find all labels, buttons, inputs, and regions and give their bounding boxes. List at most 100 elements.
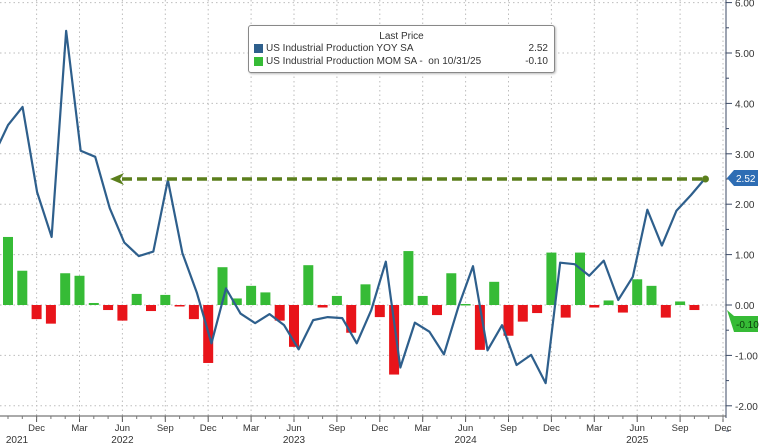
x-tick-label: Mar	[586, 423, 602, 434]
mom-bar	[3, 236, 13, 305]
y-tick-label: 5.00	[735, 49, 755, 60]
mom-bar	[303, 265, 314, 305]
arrow-end-dot	[701, 175, 709, 183]
mom-bar	[117, 305, 128, 321]
mom-bar	[246, 285, 257, 305]
y-axis: 6.00 5.00 4.00 3.00 2.00 1.00 0.00 -1.00 -2.00	[725, 0, 758, 432]
last-value-badges: 2.52 -0.10	[727, 169, 759, 333]
x-tick-label: Jun	[630, 423, 645, 434]
x-tick-label: Dec	[371, 423, 388, 434]
x-tick-label: Mar	[415, 423, 431, 434]
y-tick-label: 1.00	[735, 251, 755, 262]
legend-value: 2.52	[528, 43, 548, 54]
legend-entry-yoy: US Industrial Production YOY SA 2.52	[254, 42, 554, 55]
mom-bar	[617, 305, 628, 313]
mom-bar	[74, 275, 85, 305]
mom-bar	[289, 305, 299, 347]
x-year-label: 2023	[283, 435, 306, 445]
mom-bar	[575, 252, 585, 305]
mom-bar	[489, 281, 500, 305]
mom-bars	[3, 236, 700, 375]
x-tick-label: Jun	[458, 423, 473, 434]
mom-bar	[603, 300, 614, 305]
mom-bar	[503, 305, 514, 336]
mom-bar	[217, 267, 228, 305]
mom-bar	[174, 305, 185, 307]
x-year-label: 2024	[454, 435, 477, 445]
mom-bar	[589, 305, 600, 308]
legend: Last Price US Industrial Production YOY …	[248, 25, 555, 73]
y-tick-label: -2.00	[735, 402, 758, 413]
x-tick-label: Mar	[243, 423, 259, 434]
mom-bar	[346, 305, 357, 333]
x-year-label: 2022	[111, 435, 134, 445]
mom-bar	[60, 273, 71, 305]
y-tick-label: 3.00	[735, 150, 755, 161]
mom-bar	[188, 305, 199, 320]
mom-bar	[660, 305, 671, 318]
last-value-badge	[727, 169, 758, 186]
mom-bar	[632, 279, 643, 305]
y-tick-label: 0.00	[735, 301, 755, 312]
mom-bar	[88, 302, 99, 305]
mom-bar	[374, 305, 385, 318]
mom-bar	[532, 305, 543, 314]
x-year-label: 2025	[626, 435, 649, 445]
y-tick-label: 6.00	[735, 0, 755, 10]
y-tick-label: 4.00	[735, 99, 755, 110]
x-tick-label: Sep	[157, 423, 174, 434]
mom-bar	[131, 293, 142, 305]
last-value-badge	[727, 310, 758, 333]
legend-label: US Industrial Production YOY SA	[266, 43, 414, 54]
mom-bar	[17, 270, 28, 305]
y-tick-label: -1.00	[735, 351, 758, 362]
mom-bar	[474, 305, 485, 350]
last-value-badge-label: -0.10	[736, 320, 759, 331]
mom-bar	[546, 252, 557, 305]
yoy-line	[0, 29, 707, 385]
x-tick-label: Jun	[286, 423, 301, 434]
x-tick-label: Dec	[200, 423, 217, 434]
legend-date-note: on 10/31/25	[428, 56, 482, 67]
mom-bar	[331, 295, 342, 305]
x-tick-label: Jun	[115, 423, 130, 434]
mom-bar	[231, 298, 242, 305]
x-tick-label: Dec	[543, 423, 560, 434]
legend-swatch-mom	[254, 57, 263, 66]
mom-bar	[560, 305, 571, 318]
x-tick-label: Sep	[500, 423, 517, 434]
mom-bar	[403, 251, 414, 305]
legend-title: Last Price	[379, 31, 424, 42]
mom-bar	[646, 285, 657, 305]
x-tick-label: Sep	[328, 423, 345, 434]
mom-bar	[274, 305, 285, 321]
x-axis: Dec Mar Jun Sep Dec Mar Jun Sep Dec Mar Jun Sep Dec M…	[0, 415, 732, 445]
mom-bar	[360, 284, 371, 305]
mom-bar	[517, 305, 528, 322]
mom-bar	[389, 305, 400, 375]
mom-bar	[446, 273, 457, 305]
mom-bar	[675, 301, 686, 305]
mom-bar	[689, 305, 700, 311]
mom-bar	[432, 305, 442, 316]
legend-label: US Industrial Production MOM SA - on 10/…	[266, 56, 519, 67]
mom-bar	[417, 295, 428, 305]
mom-bar	[103, 305, 114, 311]
legend-swatch-yoy	[254, 44, 263, 53]
x-tick-label: Mar	[71, 423, 87, 434]
legend-value: -0.10	[525, 56, 548, 67]
legend-label-text: US Industrial Production MOM SA -	[266, 56, 423, 67]
legend-entry-mom: US Industrial Production MOM SA - on 10/…	[254, 55, 554, 68]
mom-bar	[45, 305, 56, 324]
mom-bar	[317, 305, 328, 308]
x-tick-label: Sep	[672, 423, 689, 434]
x-tick-label: Dec	[715, 423, 732, 434]
mom-bar	[260, 292, 271, 305]
x-tick-label: Dec	[28, 423, 45, 434]
mom-bar	[31, 305, 42, 320]
y-tick-label: 2.00	[735, 200, 755, 211]
x-year-label: 2021	[6, 435, 29, 445]
last-value-badge-label: 2.52	[736, 174, 756, 185]
mom-bar	[460, 303, 471, 306]
